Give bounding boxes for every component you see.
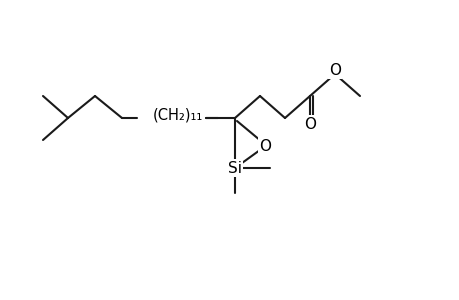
Text: O: O [303,116,315,131]
Text: Si: Si [228,160,241,175]
Text: (CH₂)₁₁: (CH₂)₁₁ [152,107,203,122]
Text: O: O [258,139,270,154]
Text: O: O [328,62,340,77]
